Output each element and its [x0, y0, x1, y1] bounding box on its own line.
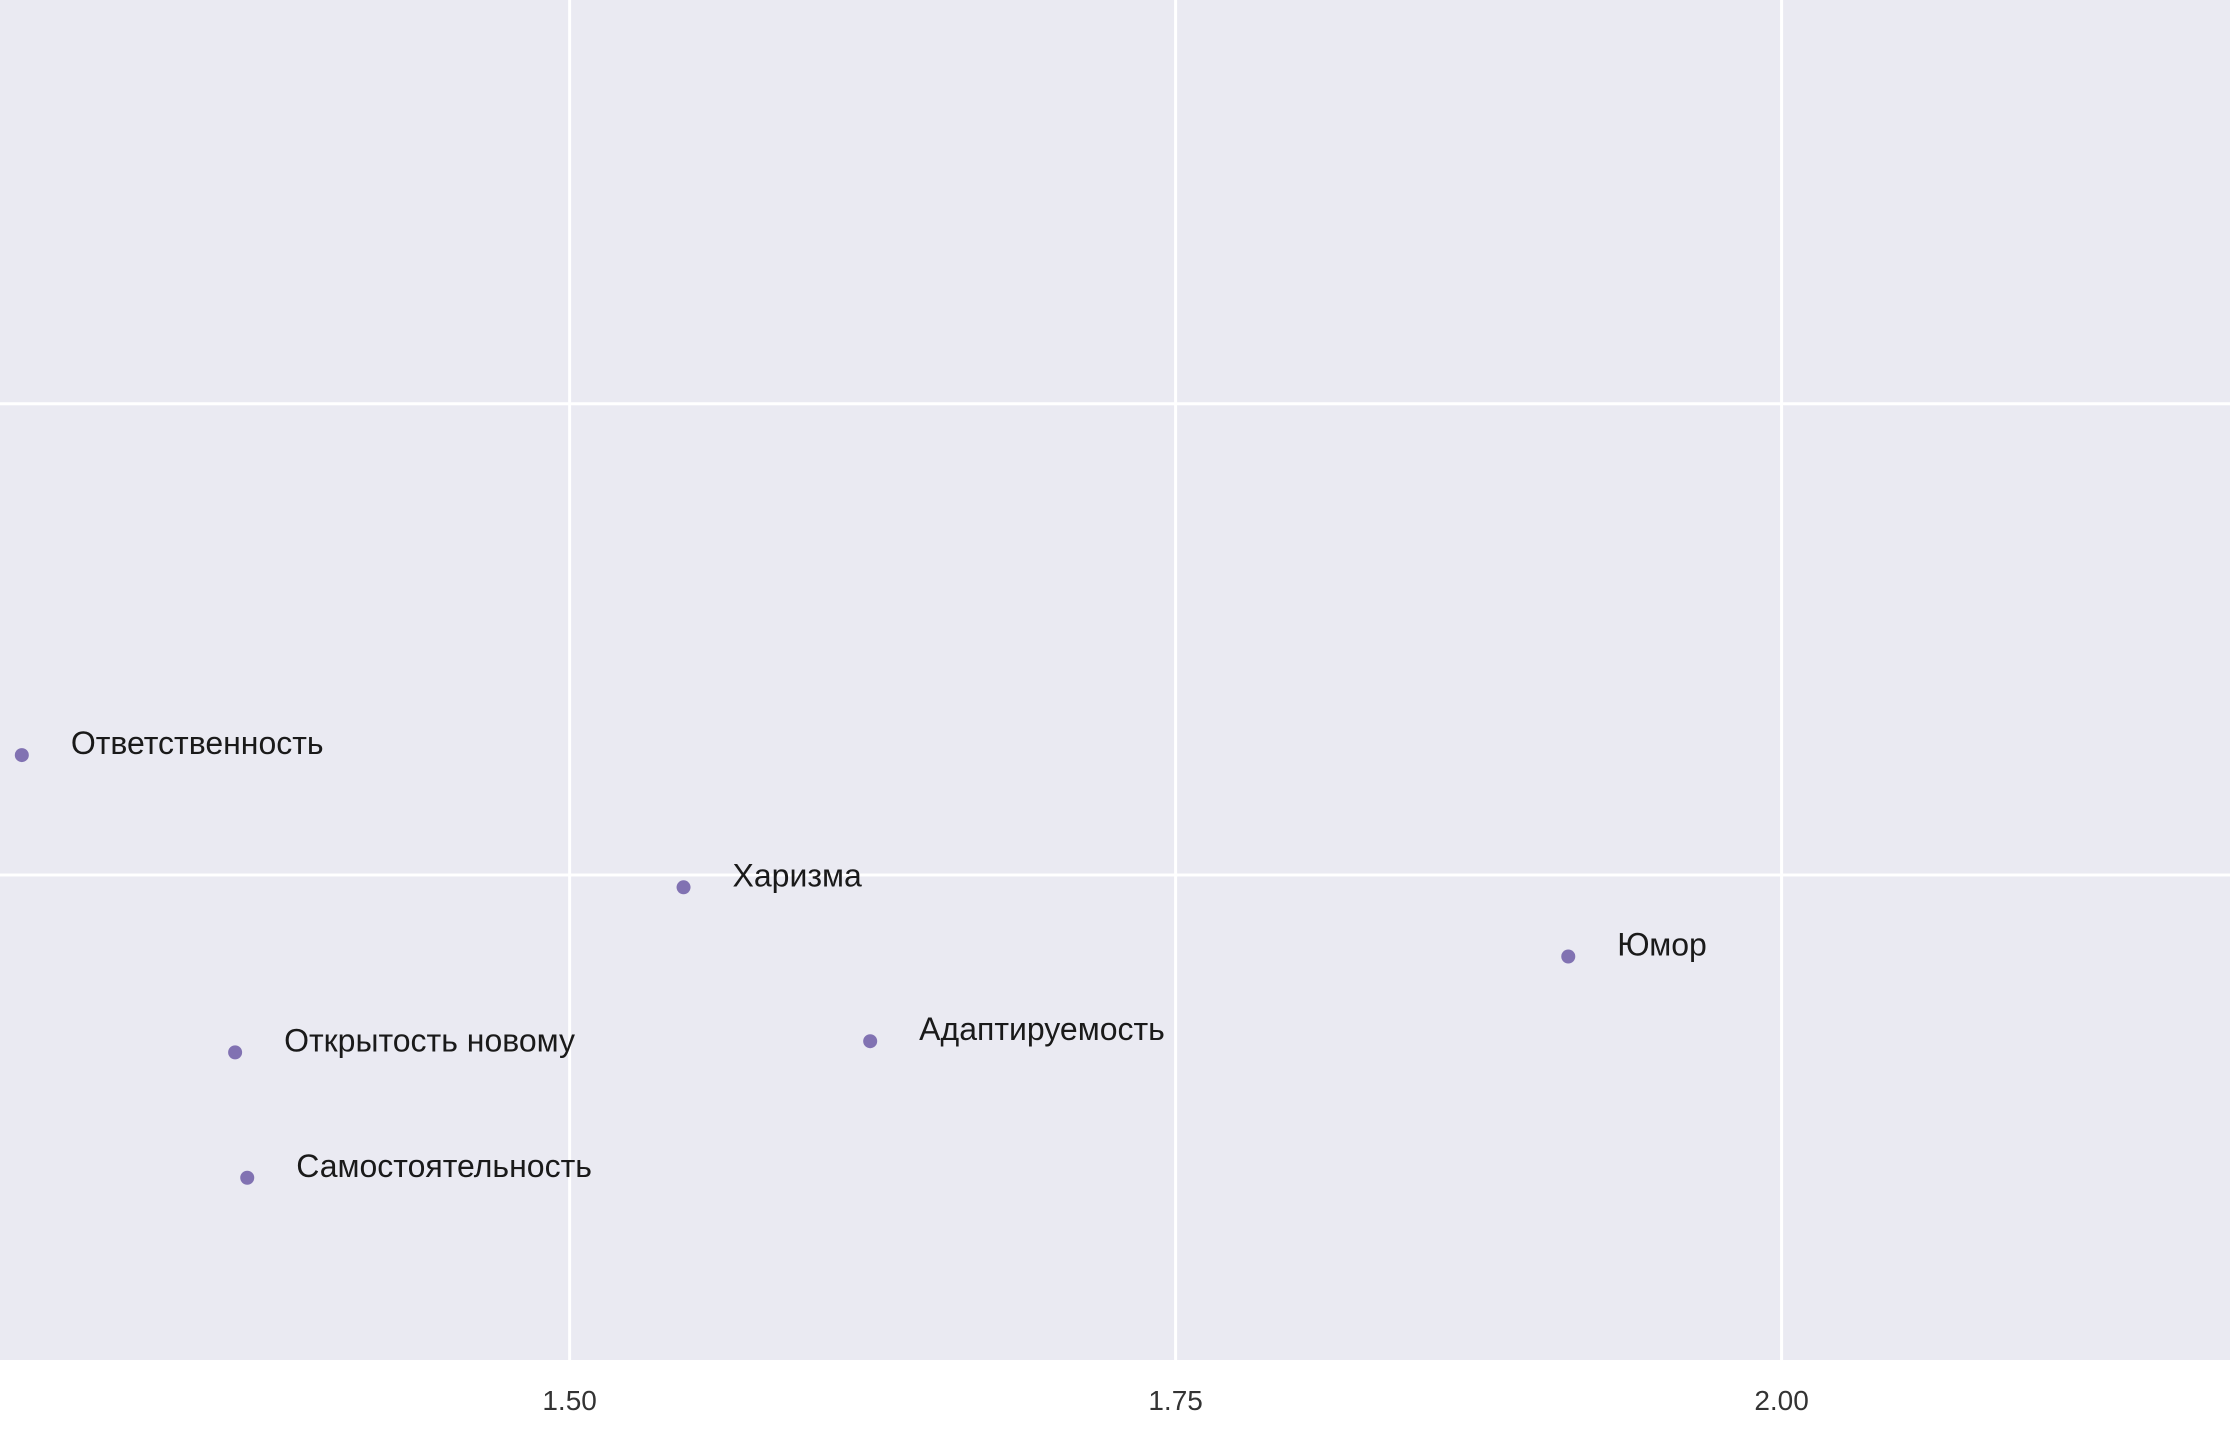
point-label: Адаптируемость	[919, 1011, 1165, 1047]
point-label: Юмор	[1617, 926, 1707, 962]
point-label: Харизма	[733, 857, 862, 893]
scatter-point	[240, 1170, 255, 1185]
plot-background	[0, 0, 2230, 1360]
scatter-point	[1561, 949, 1576, 964]
point-label: Ответственность	[71, 725, 324, 761]
point-label: Самостоятельность	[296, 1148, 592, 1184]
x-axis-ticks: 1.50 1.75 2.00	[542, 1385, 1808, 1416]
scatter-point	[676, 880, 691, 895]
scatter-point	[228, 1045, 243, 1060]
point-labels: Ответственность Харизма Юмор Открытость нов…	[71, 725, 1707, 1184]
scatter-point	[14, 748, 29, 763]
data-points	[14, 748, 1576, 1185]
scatter-point	[863, 1034, 878, 1049]
x-tick-label: 1.50	[542, 1385, 597, 1416]
x-tick-label: 1.75	[1148, 1385, 1203, 1416]
x-tick-label: 2.00	[1754, 1385, 1809, 1416]
point-label: Открытость новому	[284, 1022, 575, 1058]
grid-lines	[0, 0, 2230, 1360]
